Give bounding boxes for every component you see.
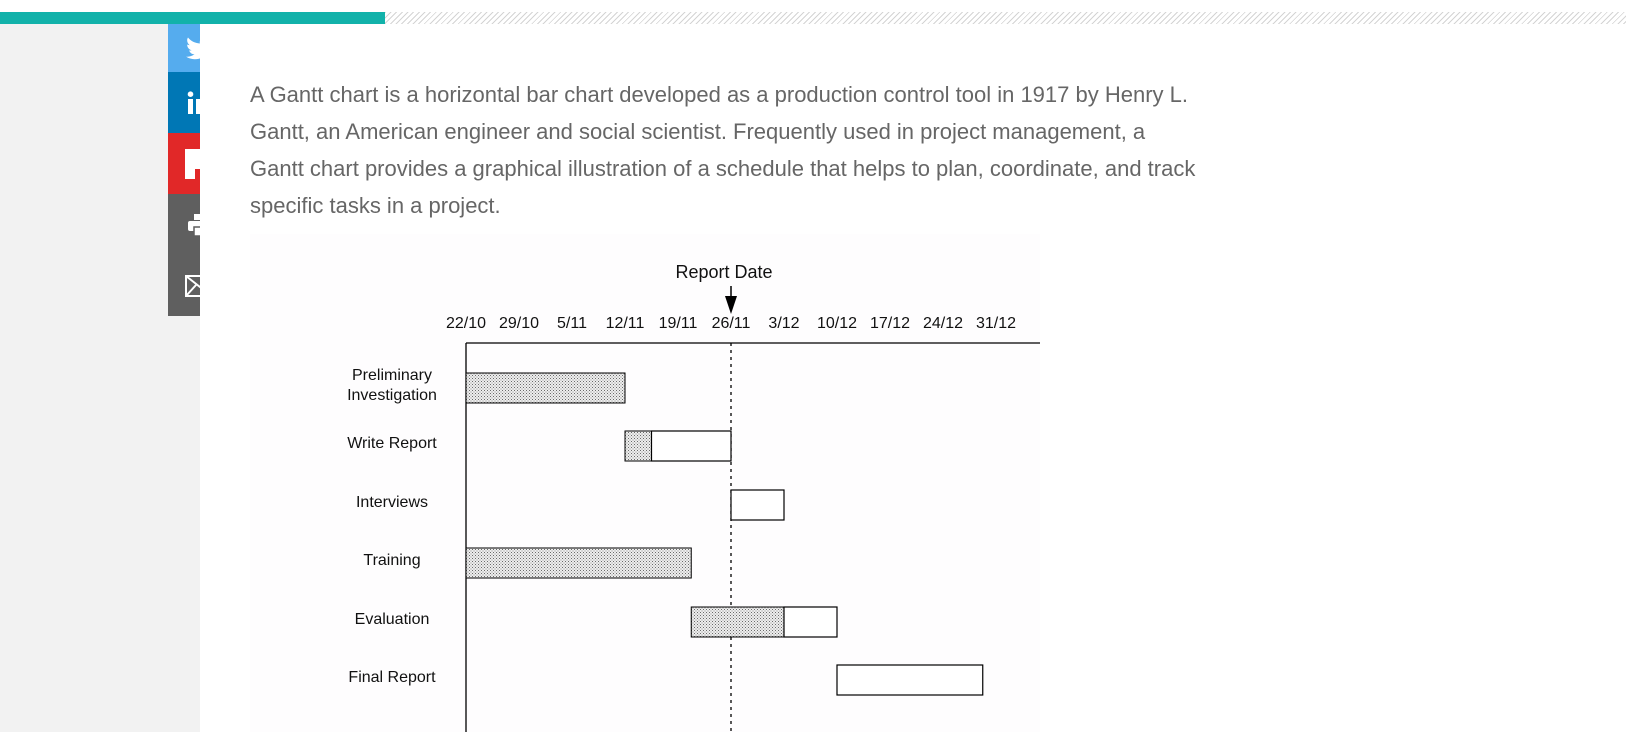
- task-bar-remaining: [836, 664, 984, 696]
- week-tick-label: 12/11: [606, 315, 645, 332]
- week-tick-label: 5/11: [557, 315, 587, 332]
- week-tick-label: 29/10: [499, 315, 539, 332]
- task-label: Interviews: [356, 494, 428, 511]
- week-tick-label: 22/10: [446, 315, 486, 332]
- reading-progress-fill: [0, 12, 386, 24]
- gantt-chart-svg: 22/10 29/10 5/11 12/11 19/11 26/11 3/12 10/12 17…: [347, 262, 1040, 732]
- reading-progress-track: [0, 12, 1626, 24]
- gantt-chart: 22/10 29/10 5/11 12/11 19/11 26/11 3/12 10/12 17…: [250, 234, 1040, 732]
- task-label: Write Report: [347, 435, 437, 452]
- task-label: Preliminary: [352, 367, 432, 384]
- week-tick-label: 19/11: [659, 315, 698, 332]
- report-date-label: Report Date: [675, 262, 772, 282]
- week-tick-label: 10/12: [817, 315, 857, 332]
- week-tick-label: 26/11: [712, 315, 751, 332]
- task-label: Investigation: [347, 387, 437, 404]
- report-date-arrow-head: [725, 296, 737, 314]
- week-tick-label: 24/12: [923, 315, 963, 332]
- task-bar-done: [465, 372, 626, 404]
- task-bar-done: [465, 547, 692, 579]
- task-label: Final Report: [348, 669, 436, 686]
- task-bar-remaining: [783, 606, 838, 638]
- task-label: Evaluation: [355, 611, 430, 628]
- article: A Gantt chart is a horizontal bar chart …: [200, 24, 1626, 732]
- task-bar-remaining: [730, 489, 785, 521]
- week-tick-label: 31/12: [976, 315, 1016, 332]
- week-tick-label: 3/12: [768, 315, 799, 332]
- task-label: Training: [363, 552, 420, 569]
- week-tick-label: 17/12: [870, 315, 910, 332]
- task-bar-remaining: [650, 430, 732, 462]
- left-gutter: [0, 24, 200, 732]
- task-bar-done: [624, 430, 652, 462]
- article-intro: A Gantt chart is a horizontal bar chart …: [250, 82, 1196, 218]
- task-bar-done: [690, 606, 785, 638]
